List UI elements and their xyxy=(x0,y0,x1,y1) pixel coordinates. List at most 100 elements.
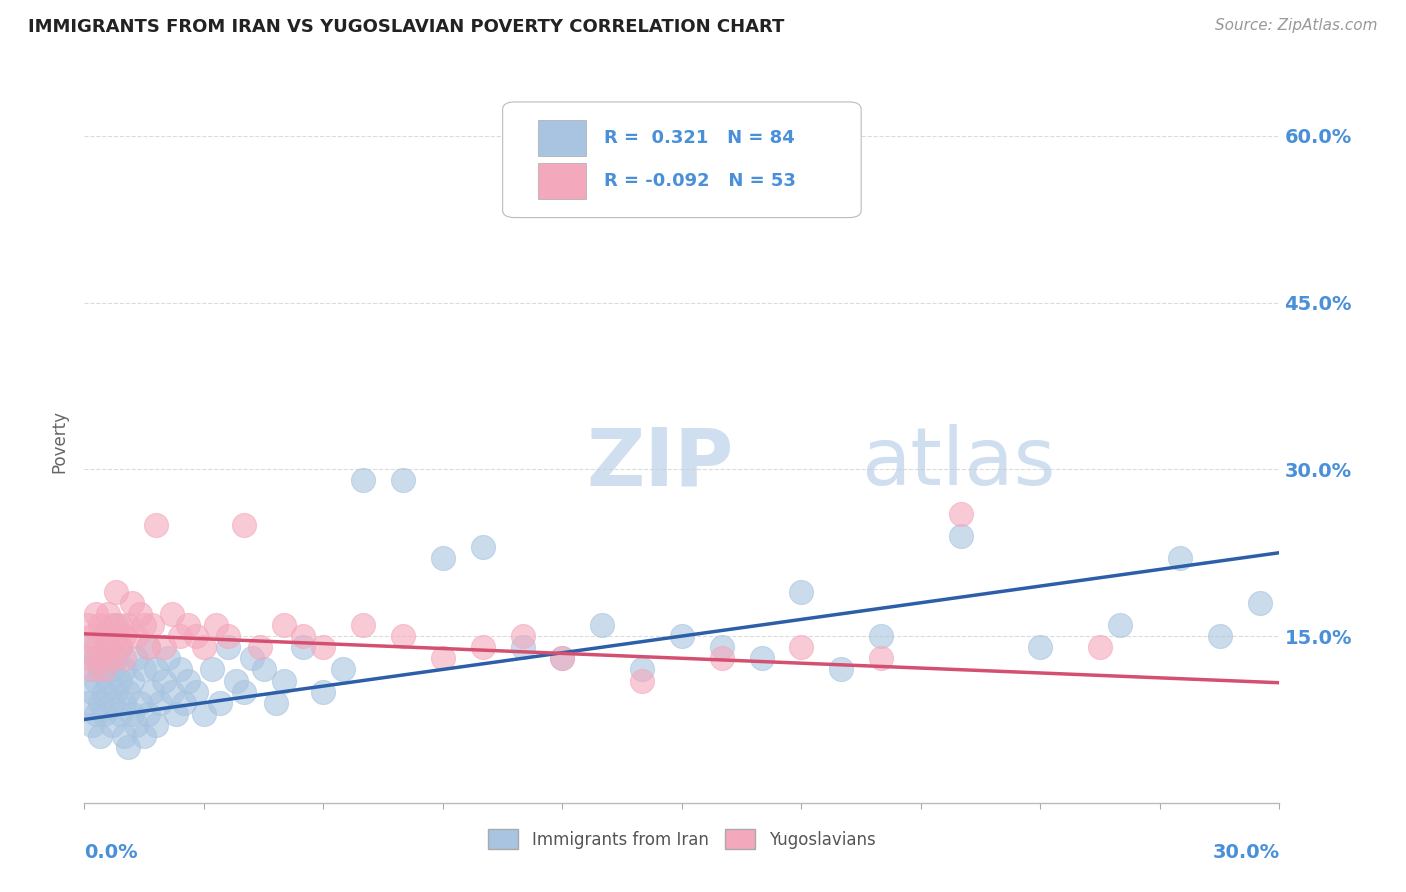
Point xyxy=(112,729,135,743)
Point xyxy=(153,673,176,688)
Point xyxy=(160,607,183,621)
Point xyxy=(292,640,315,655)
Point xyxy=(125,718,148,732)
Point xyxy=(117,684,139,698)
Point xyxy=(101,618,124,632)
Point xyxy=(93,662,115,676)
Point xyxy=(332,662,354,676)
Point xyxy=(93,706,115,721)
Text: atlas: atlas xyxy=(862,425,1056,502)
Point xyxy=(631,673,654,688)
Point xyxy=(112,651,135,665)
Point xyxy=(153,640,176,655)
Point xyxy=(249,640,271,655)
Text: 0.0%: 0.0% xyxy=(84,843,138,862)
Point xyxy=(1249,596,1271,610)
Point xyxy=(125,651,148,665)
Point xyxy=(551,651,574,665)
Point xyxy=(225,673,247,688)
Point xyxy=(1090,640,1112,655)
Point xyxy=(110,706,132,721)
Point xyxy=(86,651,108,665)
Point xyxy=(193,706,215,721)
Point xyxy=(117,740,139,755)
Point xyxy=(136,640,159,655)
Point xyxy=(165,706,187,721)
Point xyxy=(112,662,135,676)
Point xyxy=(86,673,108,688)
Y-axis label: Poverty: Poverty xyxy=(51,410,69,473)
Point xyxy=(870,629,893,643)
Point xyxy=(112,696,135,710)
Point xyxy=(132,618,156,632)
Point xyxy=(160,684,183,698)
Text: 30.0%: 30.0% xyxy=(1212,843,1279,862)
Point xyxy=(1209,629,1232,643)
Point xyxy=(82,684,104,698)
Point xyxy=(136,640,159,655)
Point xyxy=(551,651,574,665)
Point xyxy=(105,584,128,599)
Point xyxy=(949,529,972,543)
Point xyxy=(101,662,124,676)
Point xyxy=(710,651,733,665)
Point xyxy=(205,618,228,632)
FancyBboxPatch shape xyxy=(538,163,586,200)
Point xyxy=(1168,551,1191,566)
Point xyxy=(232,517,254,532)
Point xyxy=(77,662,100,676)
Point xyxy=(129,607,152,621)
Point xyxy=(105,618,128,632)
Point xyxy=(240,651,263,665)
Text: R =  0.321   N = 84: R = 0.321 N = 84 xyxy=(605,129,794,147)
Point xyxy=(217,640,239,655)
Point xyxy=(112,629,135,643)
Point xyxy=(177,673,200,688)
Point xyxy=(77,618,100,632)
Point xyxy=(105,684,128,698)
Point xyxy=(93,629,115,643)
Point xyxy=(132,662,156,676)
Point xyxy=(232,684,254,698)
Point xyxy=(110,640,132,655)
Point xyxy=(132,729,156,743)
Point xyxy=(591,618,613,632)
Point xyxy=(110,640,132,655)
Point xyxy=(89,696,111,710)
Point xyxy=(432,651,454,665)
Point xyxy=(110,618,132,632)
Point xyxy=(312,684,335,698)
Point xyxy=(253,662,276,676)
Point xyxy=(97,607,120,621)
Point xyxy=(141,684,163,698)
Point xyxy=(312,640,335,655)
Text: R = -0.092   N = 53: R = -0.092 N = 53 xyxy=(605,172,796,190)
Point xyxy=(82,640,104,655)
Point xyxy=(145,517,167,532)
Point xyxy=(97,640,120,655)
Point xyxy=(101,651,124,665)
Point xyxy=(136,706,159,721)
Point xyxy=(949,507,972,521)
Point xyxy=(89,729,111,743)
Point xyxy=(157,651,180,665)
Point xyxy=(121,706,143,721)
Point xyxy=(117,618,139,632)
Point xyxy=(177,618,200,632)
Point xyxy=(512,629,534,643)
Point xyxy=(149,696,172,710)
Point xyxy=(512,640,534,655)
Point xyxy=(77,696,100,710)
Point xyxy=(105,651,128,665)
Point xyxy=(671,629,693,643)
Point xyxy=(93,651,115,665)
Point xyxy=(471,640,494,655)
Point xyxy=(273,618,295,632)
Point xyxy=(82,718,104,732)
Point xyxy=(141,618,163,632)
Point xyxy=(432,551,454,566)
Point xyxy=(208,696,231,710)
Point xyxy=(173,696,195,710)
Point xyxy=(89,618,111,632)
Point xyxy=(169,662,191,676)
